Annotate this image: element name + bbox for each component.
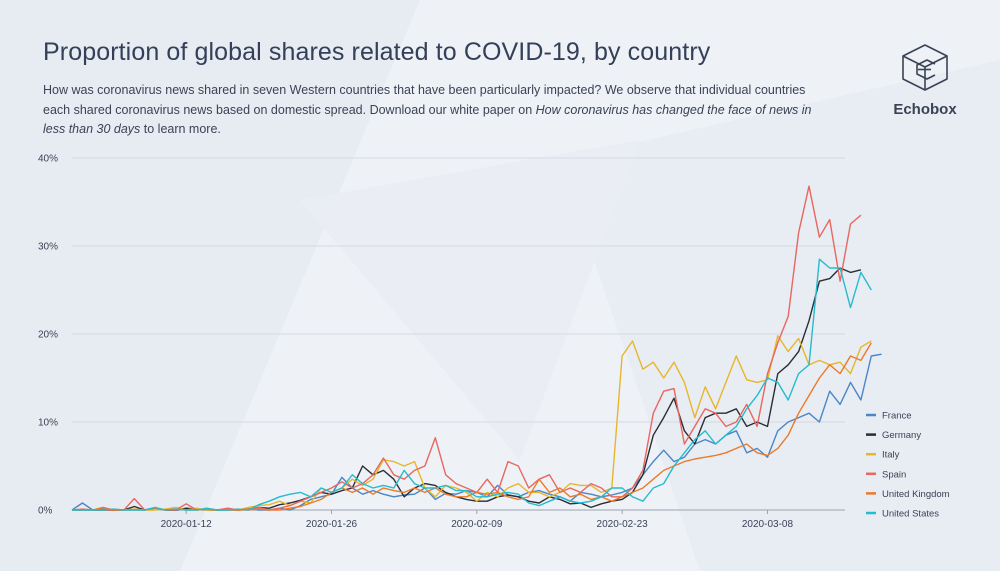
y-tick-label: 40% bbox=[38, 154, 58, 165]
x-tick-label: 2020-02-09 bbox=[451, 519, 503, 530]
page-description: How was coronavirus news shared in seven… bbox=[43, 81, 833, 140]
echobox-logo: Echobox bbox=[880, 42, 970, 118]
series-line-germany bbox=[72, 267, 862, 511]
series-line-united-states bbox=[72, 258, 872, 511]
x-tick-label: 2020-01-12 bbox=[161, 519, 213, 530]
echobox-cube-icon bbox=[902, 44, 948, 91]
series-line-france bbox=[71, 353, 882, 511]
x-tick-label: 2020-01-26 bbox=[306, 519, 358, 530]
legend-label: United States bbox=[882, 509, 939, 520]
legend-label: France bbox=[882, 411, 912, 422]
brand-name: Echobox bbox=[893, 101, 957, 118]
description-text: How was coronavirus news shared in seven… bbox=[43, 83, 806, 117]
y-tick-label: 10% bbox=[38, 418, 58, 429]
series-line-italy bbox=[72, 335, 872, 511]
page-title: Proportion of global shares related to C… bbox=[43, 38, 711, 66]
legend-label: Spain bbox=[882, 469, 906, 480]
y-tick-label: 20% bbox=[38, 330, 58, 341]
series-line-united-kingdom bbox=[72, 342, 872, 511]
y-tick-label: 0% bbox=[38, 506, 53, 517]
x-tick-label: 2020-03-08 bbox=[742, 519, 794, 530]
series-line-spain bbox=[71, 185, 862, 511]
y-tick-label: 30% bbox=[38, 242, 58, 253]
legend-label: Italy bbox=[882, 450, 900, 461]
white-paper-link[interactable]: How coronavirus has changed the face of … bbox=[43, 102, 812, 137]
description-text-end: to learn more. bbox=[140, 122, 221, 136]
legend-label: Germany bbox=[882, 430, 921, 441]
legend-label: United Kingdom bbox=[882, 489, 950, 500]
x-tick-label: 2020-02-23 bbox=[597, 519, 649, 530]
